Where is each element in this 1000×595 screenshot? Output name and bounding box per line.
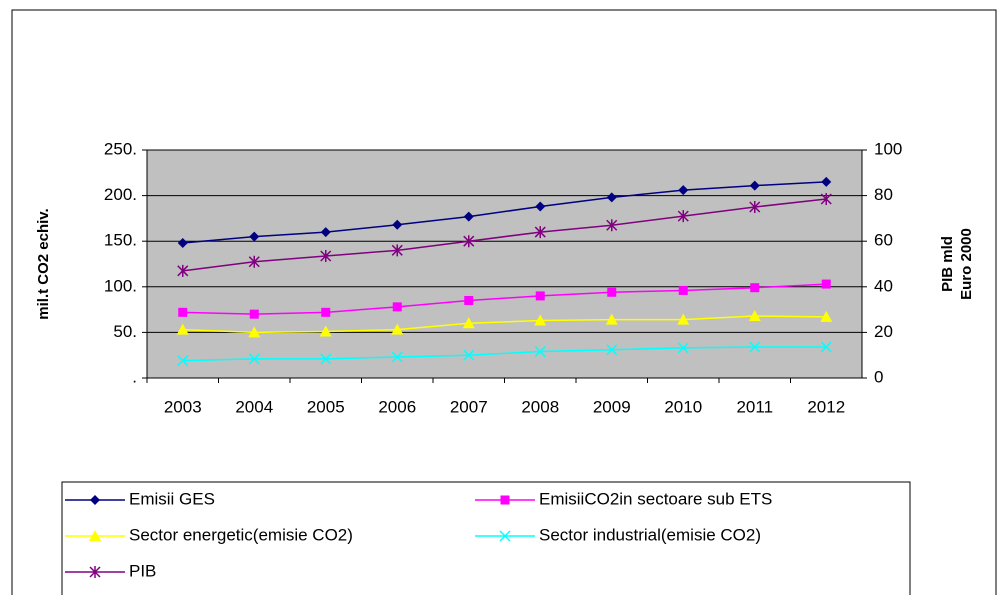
marker — [248, 326, 261, 338]
y2-tick-label: 100 — [874, 139, 902, 158]
marker — [820, 341, 832, 353]
marker — [606, 344, 618, 356]
marker — [392, 219, 403, 230]
legend-label: PIB — [129, 561, 156, 580]
x-tick-label: 2011 — [736, 397, 773, 416]
marker — [462, 317, 475, 329]
y2-tick-label: 40 — [874, 276, 893, 295]
x-tick-label: 2006 — [378, 397, 416, 416]
series-line — [182, 198, 827, 272]
legend — [61, 481, 911, 595]
y-tick-label: 150. — [104, 231, 137, 250]
marker — [606, 192, 617, 203]
marker — [605, 313, 618, 325]
marker — [749, 201, 761, 213]
x-tick-label: 2009 — [593, 397, 631, 416]
marker — [463, 349, 475, 361]
marker — [176, 323, 189, 335]
y2-axis-label: Euro 2000 — [958, 228, 975, 300]
marker — [820, 193, 832, 206]
x-tick-label: 2007 — [450, 397, 488, 416]
marker — [820, 310, 833, 322]
marker — [248, 353, 260, 365]
legend-label: Sector energetic(emisie CO2) — [129, 525, 353, 544]
marker — [606, 219, 618, 232]
legend-marker — [90, 495, 100, 505]
marker — [677, 210, 689, 223]
x-tick-label: 2008 — [521, 397, 559, 416]
series-line — [182, 346, 827, 362]
marker — [535, 291, 545, 301]
x-tick-label: 2003 — [164, 397, 202, 416]
y-tick-label: 50. — [113, 322, 137, 341]
y-axis-label: mil.t CO2 echiv. — [35, 208, 52, 319]
marker — [177, 264, 189, 277]
marker — [178, 307, 188, 317]
marker — [534, 314, 547, 326]
y2-tick-label: 80 — [874, 185, 893, 204]
marker — [677, 342, 689, 354]
marker — [677, 313, 690, 325]
marker — [678, 185, 689, 196]
marker — [821, 176, 832, 187]
y-tick-label: 250. — [104, 139, 137, 158]
marker — [750, 283, 760, 293]
y-tick-label: 200. — [104, 185, 137, 204]
marker — [749, 180, 760, 191]
x-tick-label: 2004 — [235, 397, 273, 416]
marker — [463, 211, 474, 222]
marker — [391, 351, 403, 363]
series-line — [182, 181, 827, 244]
marker — [463, 235, 475, 248]
marker — [320, 227, 331, 238]
marker — [391, 323, 404, 335]
legend-marker — [89, 566, 101, 578]
plot-area — [146, 149, 863, 379]
marker — [319, 325, 332, 337]
marker — [534, 226, 546, 239]
legend-label: Sector industrial(emisie CO2) — [539, 525, 761, 544]
x-tick-label: 2005 — [307, 397, 345, 416]
series-line — [182, 315, 827, 334]
marker — [248, 255, 260, 268]
marker — [534, 346, 546, 358]
marker — [391, 244, 403, 257]
y2-axis-label: PIB mld — [939, 236, 956, 292]
legend-marker — [499, 530, 511, 542]
marker — [607, 287, 617, 297]
legend-marker — [89, 530, 101, 541]
y-tick-label: 100. — [104, 276, 137, 295]
series-line — [182, 283, 827, 315]
marker — [320, 250, 332, 263]
marker — [748, 309, 761, 321]
marker — [821, 279, 831, 289]
legend-marker — [500, 495, 510, 505]
marker — [249, 231, 260, 242]
marker — [535, 201, 546, 212]
marker — [320, 353, 332, 365]
y2-tick-label: 20 — [874, 322, 893, 341]
legend-label: Emisii GES — [129, 489, 215, 508]
marker — [177, 238, 188, 249]
marker — [392, 302, 402, 312]
marker — [464, 295, 474, 305]
marker — [749, 341, 761, 353]
x-tick-label: 2012 — [807, 397, 845, 416]
marker — [177, 355, 189, 367]
y2-tick-label: 60 — [874, 231, 893, 250]
y-tick-label: . — [132, 367, 137, 386]
legend-label: EmisiiCO2in sectoare sub ETS — [539, 489, 772, 508]
marker — [321, 307, 331, 317]
marker — [249, 309, 259, 319]
x-tick-label: 2010 — [664, 397, 702, 416]
y2-tick-label: 0 — [874, 367, 883, 386]
marker — [678, 285, 688, 295]
